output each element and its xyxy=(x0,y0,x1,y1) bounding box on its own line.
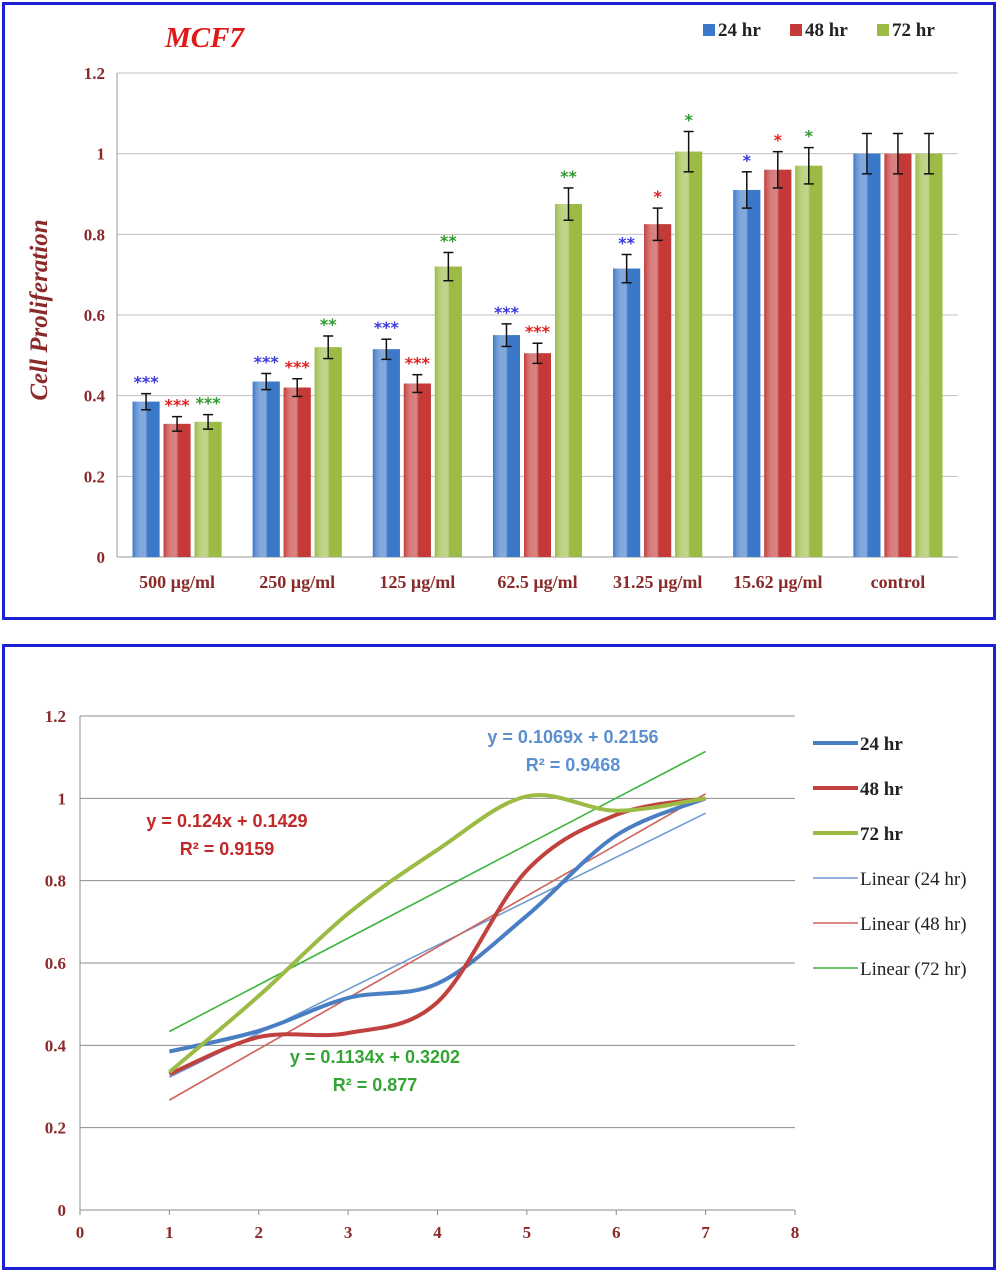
legend-label: Linear (72 hr) xyxy=(860,959,967,980)
legend-label: Linear (48 hr) xyxy=(860,914,967,935)
trendline xyxy=(169,750,706,1033)
bar-shade xyxy=(644,224,672,557)
x-tick-label: 8 xyxy=(791,1223,800,1242)
bar-chart-panel: 0 0.2 0.4 0.6 0.8 1 1.2 MCF7 Cell Proliferation 5… xyxy=(2,2,996,620)
x-category-label: control xyxy=(871,572,926,592)
legend-label: 24 hr xyxy=(860,734,903,755)
series-line xyxy=(168,793,706,1074)
x-tick-label: 0 xyxy=(76,1223,85,1242)
significance-marker: ** xyxy=(560,167,577,186)
y-tick-label: 0.4 xyxy=(45,1036,67,1055)
x-tick-label: 1 xyxy=(165,1223,174,1242)
y-tick-label: 1.2 xyxy=(45,707,66,726)
y-tick-label: 0.2 xyxy=(84,467,105,486)
y-tick-label: 0.6 xyxy=(84,306,105,325)
x-category-label: 62.5 µg/ml xyxy=(497,572,577,592)
y-tick-label: 1 xyxy=(58,789,67,808)
significance-marker: * xyxy=(743,151,752,170)
bar-shade xyxy=(132,401,160,557)
legend-swatch xyxy=(877,24,889,36)
significance-marker: * xyxy=(805,127,814,146)
x-tick-label: 2 xyxy=(255,1223,264,1242)
trend-r2: R² = 0.877 xyxy=(333,1075,418,1095)
x-tick-label: 3 xyxy=(344,1223,353,1242)
trend-equation: y = 0.124x + 0.1429 xyxy=(146,811,307,831)
x-tick-label: 5 xyxy=(523,1223,532,1242)
significance-marker: *** xyxy=(165,396,191,415)
significance-marker: *** xyxy=(285,358,311,377)
bar-shade xyxy=(493,335,520,557)
significance-marker: * xyxy=(653,187,662,206)
x-category-label: 250 µg/ml xyxy=(259,572,335,592)
bar-shade xyxy=(524,353,551,557)
significance-marker: * xyxy=(684,110,693,129)
legend-label: 72 hr xyxy=(892,20,935,41)
trend-r2: R² = 0.9468 xyxy=(526,755,621,775)
x-tick-label: 4 xyxy=(433,1223,442,1242)
significance-marker: *** xyxy=(494,303,520,322)
bar-shade xyxy=(915,153,943,557)
legend-label: 72 hr xyxy=(860,824,903,845)
significance-marker: *** xyxy=(254,352,280,371)
bar-shade xyxy=(764,169,792,558)
significance-marker: *** xyxy=(134,373,160,392)
bar-shade xyxy=(372,349,400,557)
significance-marker: ** xyxy=(320,315,337,334)
legend-swatch xyxy=(703,24,715,36)
y-tick-label: 1 xyxy=(97,145,106,164)
legend-label: 24 hr xyxy=(718,20,761,41)
legend-swatch xyxy=(790,24,802,36)
significance-marker: *** xyxy=(196,394,222,413)
trend-equation: y = 0.1069x + 0.2156 xyxy=(487,727,658,747)
line-chart: 0 0.2 0.4 0.6 0.8 1 1.2 0 1 2 3 4 5 6 7 8 y = 0.1069x + … xyxy=(45,707,967,1242)
chart-title: MCF7 xyxy=(164,22,245,54)
bar-shade xyxy=(555,204,582,558)
legend-label: Linear (24 hr) xyxy=(860,869,967,890)
significance-marker: *** xyxy=(525,322,551,341)
x-category-label: 31.25 µg/ml xyxy=(613,572,702,592)
bar-shade xyxy=(194,421,222,557)
bar-shade xyxy=(733,189,761,557)
bar-shade xyxy=(314,347,342,557)
bar-shade xyxy=(434,266,462,557)
trend-equation: y = 0.1134x + 0.3202 xyxy=(290,1047,460,1067)
trendline xyxy=(168,793,707,1101)
legend-label: 48 hr xyxy=(805,20,848,41)
bar-shade xyxy=(853,153,881,557)
bar-shade xyxy=(252,381,280,557)
x-tick-label: 7 xyxy=(701,1223,710,1242)
x-category-label: 125 µg/ml xyxy=(379,572,455,592)
bar-shade xyxy=(613,268,641,557)
significance-marker: * xyxy=(774,131,783,150)
series-line xyxy=(168,796,707,1054)
series-line xyxy=(168,796,706,1076)
bar-shade xyxy=(795,165,823,557)
line-chart-panel: 0 0.2 0.4 0.6 0.8 1 1.2 0 1 2 3 4 5 6 7 8 y = 0.1069x + … xyxy=(2,644,996,1270)
y-tick-label: 1.2 xyxy=(84,64,105,83)
bar-shade xyxy=(884,153,912,557)
significance-marker: ** xyxy=(618,234,635,253)
bar-shade xyxy=(675,151,703,557)
significance-marker: *** xyxy=(374,318,400,337)
bar-shade xyxy=(403,383,431,557)
bar-chart: 0 0.2 0.4 0.6 0.8 1 1.2 MCF7 Cell Proliferation 5… xyxy=(26,20,958,592)
y-tick-label: 0.6 xyxy=(45,954,66,973)
bar-shade xyxy=(163,423,191,557)
trendline xyxy=(169,812,706,1078)
y-axis-label: Cell Proliferation xyxy=(26,219,53,400)
y-tick-label: 0.8 xyxy=(84,225,105,244)
y-tick-label: 0 xyxy=(58,1201,67,1220)
legend-label: 48 hr xyxy=(860,779,903,800)
significance-marker: *** xyxy=(405,354,431,373)
trend-r2: R² = 0.9159 xyxy=(180,839,275,859)
y-tick-label: 0.4 xyxy=(84,387,106,406)
significance-marker: ** xyxy=(440,231,457,250)
x-category-label: 500 µg/ml xyxy=(139,572,215,592)
x-category-label: 15.62 µg/ml xyxy=(733,572,822,592)
bar-shade xyxy=(283,387,311,557)
y-tick-label: 0.2 xyxy=(45,1119,66,1138)
x-tick-label: 6 xyxy=(612,1223,621,1242)
y-tick-label: 0.8 xyxy=(45,872,66,891)
y-tick-label: 0 xyxy=(97,548,106,567)
